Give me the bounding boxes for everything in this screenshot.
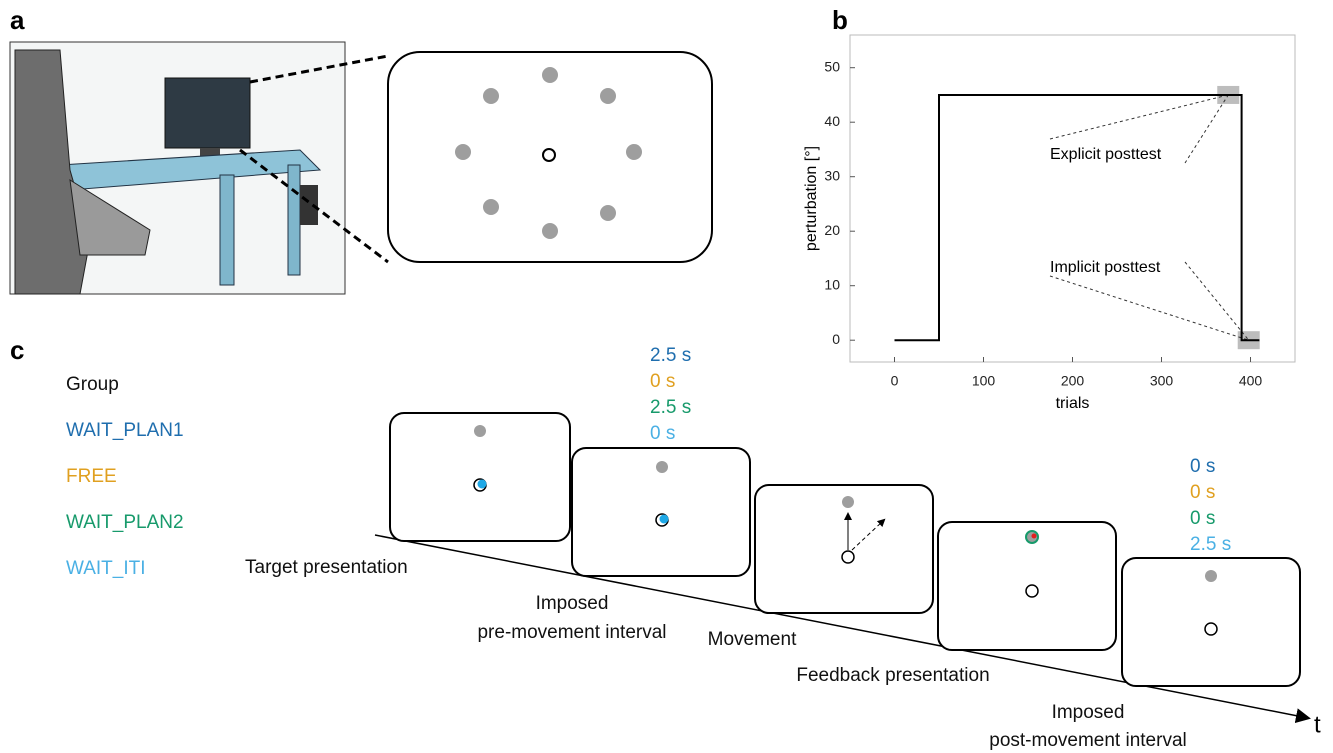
y-tick-label: 30 xyxy=(824,167,840,183)
annotation: Explicit posttest xyxy=(1050,146,1162,163)
post-duration: 0 s xyxy=(1190,508,1215,529)
figure: a b c 0 100 200 300 400 0 10 20 30 40 50 trials pert… xyxy=(0,0,1333,753)
y-tick-label: 0 xyxy=(832,331,840,347)
group-name: WAIT_PLAN1 xyxy=(66,420,184,441)
time-axis-label: t xyxy=(1314,711,1321,738)
y-axis-label: perturbation [°] xyxy=(803,146,820,251)
trial-timeline: Group Target presentation Imposed pre-mo… xyxy=(66,345,1321,751)
panel-letter: a xyxy=(10,5,25,35)
group-name: WAIT_PLAN2 xyxy=(66,512,184,533)
stage-label: Feedback presentation xyxy=(796,665,989,686)
pre-duration: 2.5 s xyxy=(650,397,691,418)
x-tick-label: 200 xyxy=(1061,373,1085,389)
x-tick-label: 0 xyxy=(891,373,899,389)
panel-letter: b xyxy=(832,5,848,35)
pre-duration: 0 s xyxy=(650,371,675,392)
stage-label: post-movement interval xyxy=(989,730,1186,751)
stage-label: Movement xyxy=(708,629,797,650)
panel-letter: c xyxy=(10,335,24,365)
stage-label: Target presentation xyxy=(245,557,408,578)
annotation: Implicit posttest xyxy=(1050,259,1161,276)
x-tick-label: 100 xyxy=(972,373,996,389)
post-duration: 2.5 s xyxy=(1190,534,1231,555)
group-header: Group xyxy=(66,374,119,395)
x-tick-label: 400 xyxy=(1239,373,1263,389)
y-tick-label: 40 xyxy=(824,113,840,129)
stage-label: Imposed xyxy=(1052,702,1125,723)
setup-photo xyxy=(10,42,388,294)
plot-area xyxy=(850,35,1295,362)
post-duration: 0 s xyxy=(1190,456,1215,477)
stage-label: Imposed xyxy=(536,593,609,614)
y-tick-label: 50 xyxy=(824,58,840,74)
group-name: WAIT_ITI xyxy=(66,558,146,579)
pre-duration: 0 s xyxy=(650,423,675,444)
x-tick-label: 300 xyxy=(1150,373,1174,389)
y-tick-label: 20 xyxy=(824,222,840,238)
pre-duration: 2.5 s xyxy=(650,345,691,366)
post-duration: 0 s xyxy=(1190,482,1215,503)
y-tick-label: 10 xyxy=(824,276,840,292)
group-name: FREE xyxy=(66,466,117,487)
chart: 0 100 200 300 400 0 10 20 30 40 50 trials perturbati… xyxy=(803,35,1295,412)
x-axis-label: trials xyxy=(1056,395,1090,412)
stage-label: pre-movement interval xyxy=(477,622,666,643)
